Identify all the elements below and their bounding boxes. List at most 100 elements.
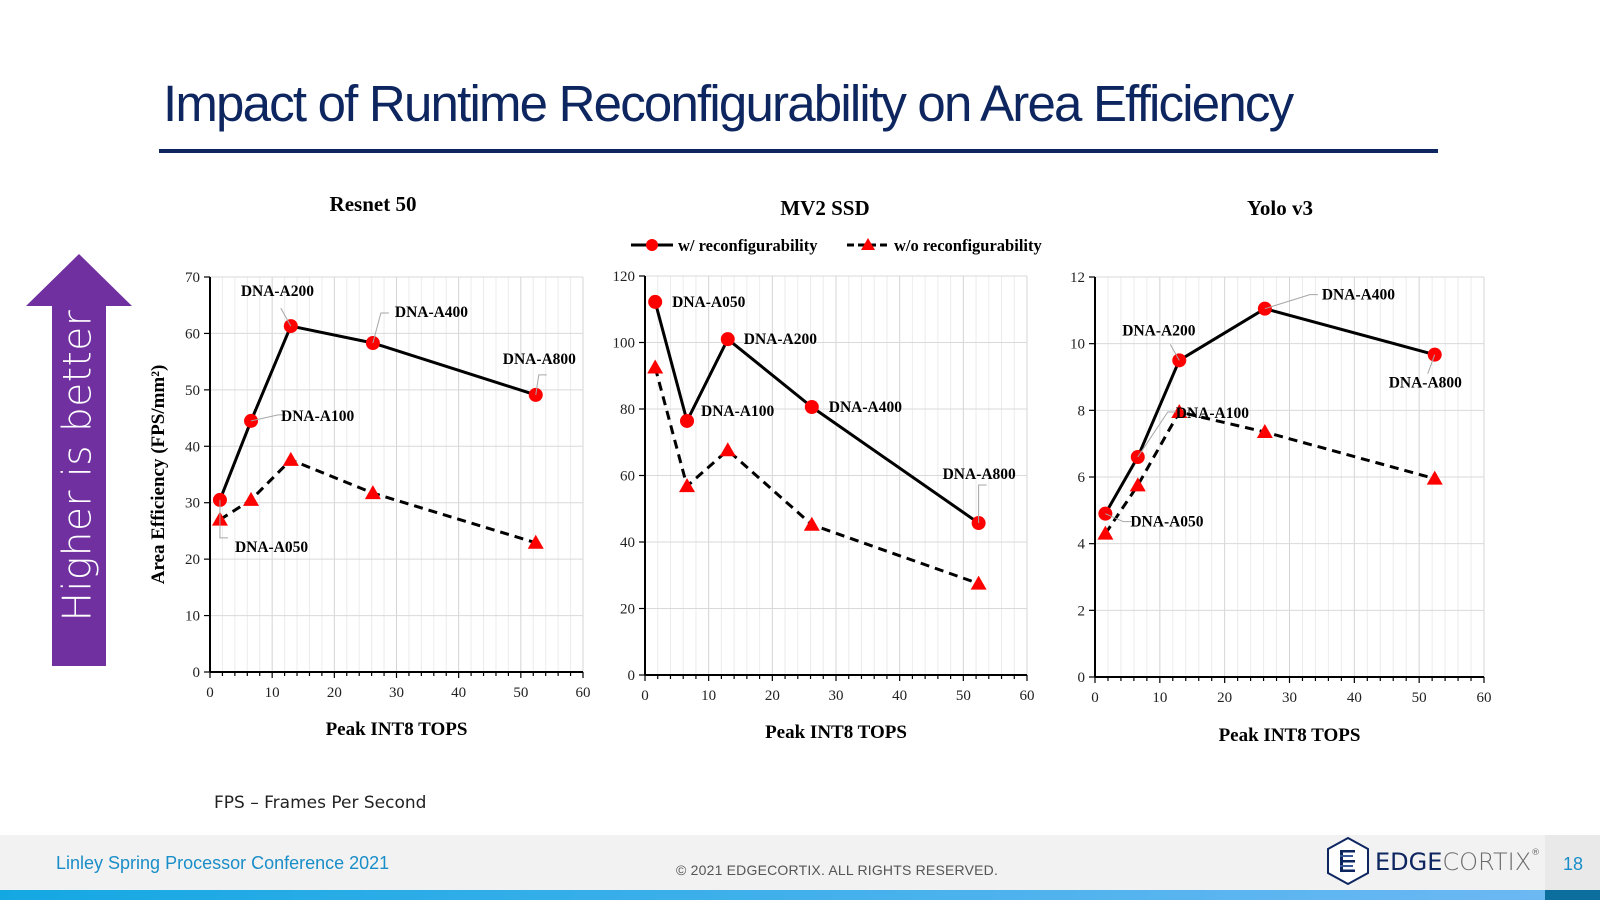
x-tick-label: 0 xyxy=(1091,690,1099,706)
conference-name: Linley Spring Processor Conference 2021 xyxy=(56,853,390,873)
logo-text-cortix: CORTIX xyxy=(1442,848,1532,876)
legend: w/ reconfigurability w/o reconfigurabili… xyxy=(631,236,1042,255)
series-line-without-reconfig xyxy=(219,458,537,545)
label-leader-line xyxy=(250,414,287,422)
y-tick-label: 2 xyxy=(1078,603,1086,619)
y-tick-label: 120 xyxy=(613,269,636,285)
data-point-without-reconfig xyxy=(679,478,696,493)
logo-text-edge: EDGE xyxy=(1375,848,1443,876)
y-tick-label: 40 xyxy=(620,535,635,551)
slide-title: Impact of Runtime Reconfigurability on A… xyxy=(163,75,1294,132)
legend-marker-circle xyxy=(646,239,658,251)
point-label: DNA-A100 xyxy=(1176,405,1249,422)
data-point-without-reconfig xyxy=(719,442,736,457)
x-axis-label: Peak INT8 TOPS xyxy=(326,719,468,740)
x-tick-label: 40 xyxy=(892,688,907,704)
data-point-with-reconfig xyxy=(680,413,695,428)
data-point-without-reconfig xyxy=(364,485,381,500)
point-label: DNA-A200 xyxy=(1122,322,1195,339)
x-tick-label: 50 xyxy=(513,685,528,701)
x-tick-label: 0 xyxy=(206,685,214,701)
y-tick-label: 0 xyxy=(193,665,201,681)
point-label: DNA-A400 xyxy=(395,304,468,321)
point-label: DNA-A100 xyxy=(281,408,354,425)
x-tick-label: 50 xyxy=(1412,690,1427,706)
label-leader-line xyxy=(535,374,547,396)
y-tick-label: 10 xyxy=(1070,337,1085,353)
data-point-without-reconfig xyxy=(282,451,299,466)
y-tick-label: 4 xyxy=(1078,537,1086,553)
data-point-without-reconfig xyxy=(243,491,260,506)
data-point-without-reconfig xyxy=(527,534,544,549)
label-leader-line xyxy=(372,312,389,344)
y-tick-label: 40 xyxy=(185,439,200,455)
x-tick-label: 40 xyxy=(451,685,466,701)
y-tick-label: 0 xyxy=(628,668,636,684)
data-point-with-reconfig xyxy=(648,294,663,309)
point-label: DNA-A400 xyxy=(1322,287,1395,304)
y-axis-label: Area Efficiency (FPS/mm²) xyxy=(148,365,169,585)
bottom-accent-bar-right xyxy=(1545,890,1600,900)
x-tick-label: 20 xyxy=(765,688,780,704)
y-tick-label: 60 xyxy=(620,469,635,485)
data-point-without-reconfig xyxy=(1097,525,1114,540)
x-tick-label: 30 xyxy=(389,685,404,701)
y-tick-label: 12 xyxy=(1070,270,1085,286)
point-label: DNA-A800 xyxy=(1389,375,1462,392)
data-point-without-reconfig xyxy=(1171,404,1188,418)
y-tick-label: 70 xyxy=(185,270,200,286)
legend-marker-triangle xyxy=(861,238,875,250)
x-tick-label: 10 xyxy=(1152,690,1167,706)
data-point-without-reconfig xyxy=(970,575,987,590)
point-label: DNA-A800 xyxy=(503,351,576,368)
x-tick-label: 0 xyxy=(641,688,649,704)
data-point-with-reconfig xyxy=(804,400,819,415)
chart-title: Yolo v3 xyxy=(1247,196,1313,220)
y-tick-label: 20 xyxy=(185,552,200,568)
chart-3: 0 2 4 6 8 10 12 0 10 20 30 40 50 60 Yolo v3 Peak INT8 T… xyxy=(1070,196,1492,746)
point-label: DNA-A050 xyxy=(672,294,745,311)
y-tick-label: 8 xyxy=(1078,403,1086,419)
y-tick-label: 80 xyxy=(620,402,635,418)
point-label: DNA-A200 xyxy=(241,283,314,300)
y-tick-label: 20 xyxy=(620,602,635,618)
data-point-without-reconfig xyxy=(647,359,664,374)
bottom-accent-bar xyxy=(0,890,1545,900)
legend-label-with: w/ reconfigurability xyxy=(678,236,818,255)
x-tick-label: 60 xyxy=(1477,690,1492,706)
x-tick-label: 30 xyxy=(829,688,844,704)
point-label: DNA-A050 xyxy=(1130,514,1203,531)
label-leader-line xyxy=(1427,354,1436,374)
series-line-with-reconfig xyxy=(1104,307,1436,515)
legend-label-without: w/o reconfigurability xyxy=(894,236,1042,255)
registered-mark: ® xyxy=(1531,848,1541,858)
label-leader-line xyxy=(219,499,228,539)
y-tick-label: 60 xyxy=(185,326,200,342)
chart-title: Resnet 50 xyxy=(330,192,417,216)
higher-is-better-arrow-icon xyxy=(26,254,132,666)
x-tick-label: 20 xyxy=(327,685,342,701)
data-point-without-reconfig xyxy=(1256,424,1273,438)
data-point-without-reconfig xyxy=(1426,470,1443,485)
x-tick-label: 10 xyxy=(265,685,280,701)
page-number-box xyxy=(1545,835,1600,890)
y-tick-label: 30 xyxy=(185,496,200,512)
y-tick-label: 10 xyxy=(185,609,200,625)
point-label: DNA-A800 xyxy=(943,466,1016,483)
label-leader-line xyxy=(1264,294,1318,310)
data-point-without-reconfig xyxy=(1129,477,1146,492)
x-tick-label: 20 xyxy=(1217,690,1232,706)
title-underline xyxy=(159,149,1438,153)
label-leader-line xyxy=(280,307,292,327)
label-leader-line xyxy=(1105,513,1132,523)
label-leader-line xyxy=(1169,344,1180,361)
y-tick-label: 6 xyxy=(1078,470,1086,486)
label-leader-line xyxy=(978,484,987,524)
company-logo-text: EDGECORTIX® xyxy=(1375,848,1540,876)
series-line-without-reconfig xyxy=(653,367,980,585)
x-tick-label: 50 xyxy=(956,688,971,704)
x-tick-label: 30 xyxy=(1282,690,1297,706)
edgecortix-hexagon-icon xyxy=(1327,836,1369,886)
data-point-without-reconfig xyxy=(803,516,820,531)
